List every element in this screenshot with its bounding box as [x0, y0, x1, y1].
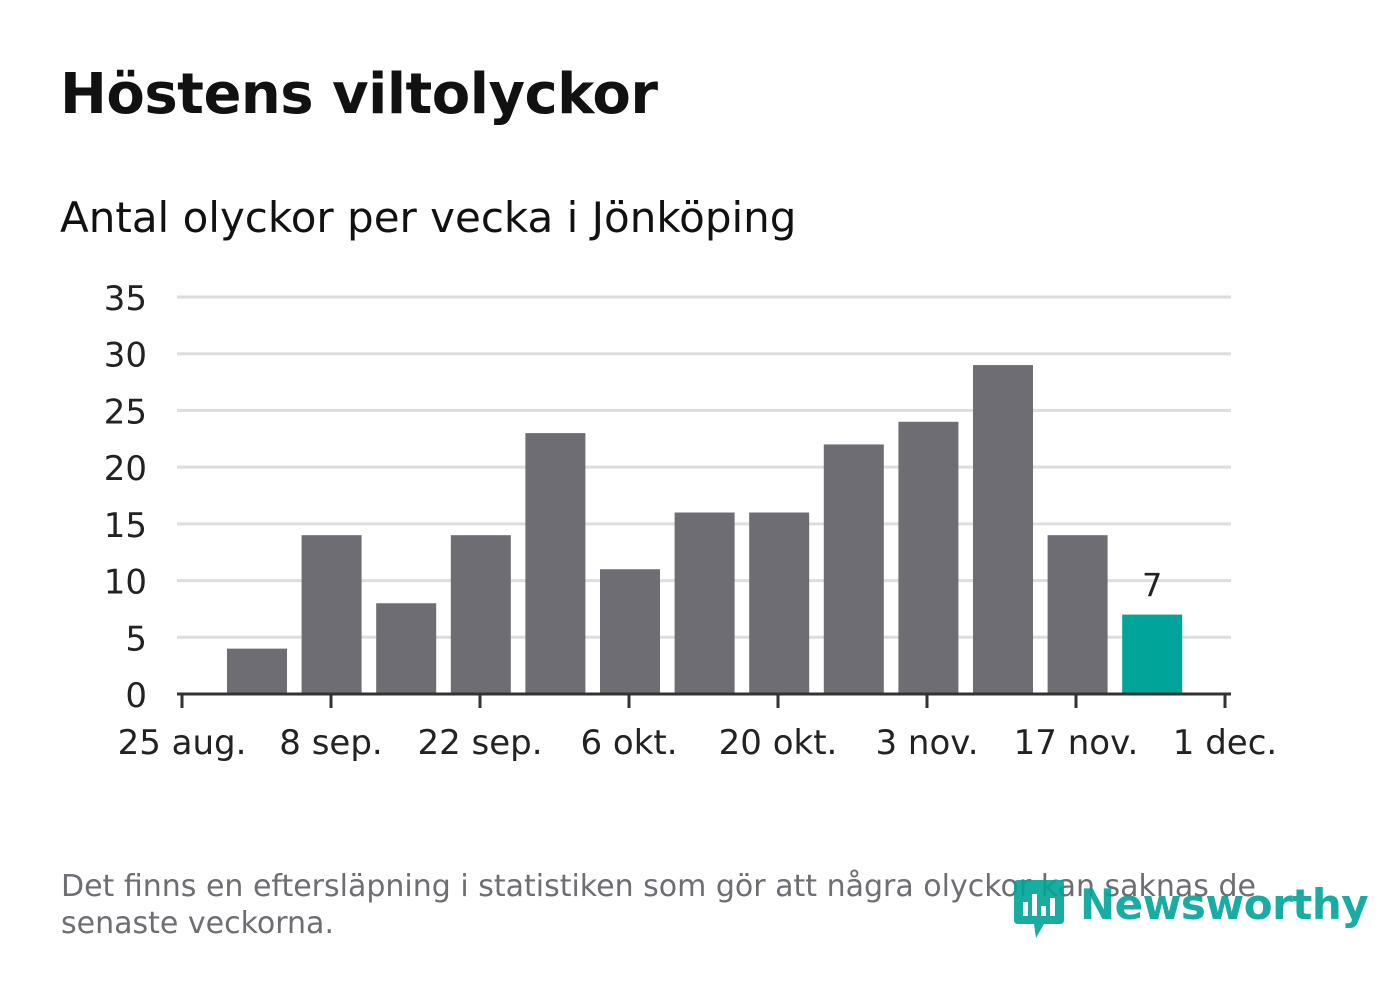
- bar: [749, 512, 810, 694]
- newsworthy-logo: Newsworthy: [1010, 878, 1369, 942]
- y-tick-label: 20: [104, 449, 147, 489]
- bar: [674, 512, 735, 694]
- y-tick-label: 15: [104, 506, 147, 546]
- newsworthy-logo-icon: [1014, 880, 1064, 938]
- bar: [823, 444, 884, 694]
- bar: [525, 433, 586, 694]
- x-axis: 25 aug. 8 sep. 22 sep. 6 okt. 20 okt. 3 nov. 1…: [118, 692, 1277, 763]
- bar: [600, 569, 660, 694]
- y-tick-label: 5: [125, 619, 147, 659]
- x-tick-label: 20 okt.: [719, 723, 838, 763]
- chart-title: Höstens viltolyckor: [60, 62, 658, 127]
- y-tick-label: 10: [104, 563, 147, 603]
- x-tick-label: 22 sep.: [417, 723, 542, 763]
- bar: [898, 421, 959, 694]
- bars: [227, 365, 1183, 694]
- y-axis-labels: 0 5 10 15 20 25 30 35: [104, 279, 147, 716]
- x-tick-label: 3 nov.: [875, 723, 978, 763]
- data-labels: 7: [1142, 567, 1162, 605]
- x-tick-label: 6 okt.: [580, 723, 677, 763]
- bar-highlight: [1122, 614, 1183, 694]
- y-tick-label: 35: [104, 279, 147, 319]
- bar: [301, 535, 362, 694]
- y-tick-label: 30: [104, 336, 147, 376]
- x-tick-label: 25 aug.: [118, 723, 247, 763]
- bar: [973, 365, 1033, 694]
- x-tick-label: 17 nov.: [1014, 723, 1139, 763]
- data-label: 7: [1142, 567, 1162, 605]
- newsworthy-logo-text: Newsworthy: [1080, 880, 1369, 929]
- bar: [1047, 535, 1108, 694]
- bar: [450, 535, 511, 694]
- x-tick-label: 1 dec.: [1173, 723, 1277, 763]
- y-tick-label: 0: [125, 676, 147, 716]
- bar: [376, 603, 437, 694]
- y-tick-label: 25: [104, 392, 147, 432]
- x-tick-label: 8 sep.: [279, 723, 382, 763]
- chart-subtitle: Antal olyckor per vecka i Jönköping: [60, 193, 797, 242]
- bar: [227, 648, 287, 694]
